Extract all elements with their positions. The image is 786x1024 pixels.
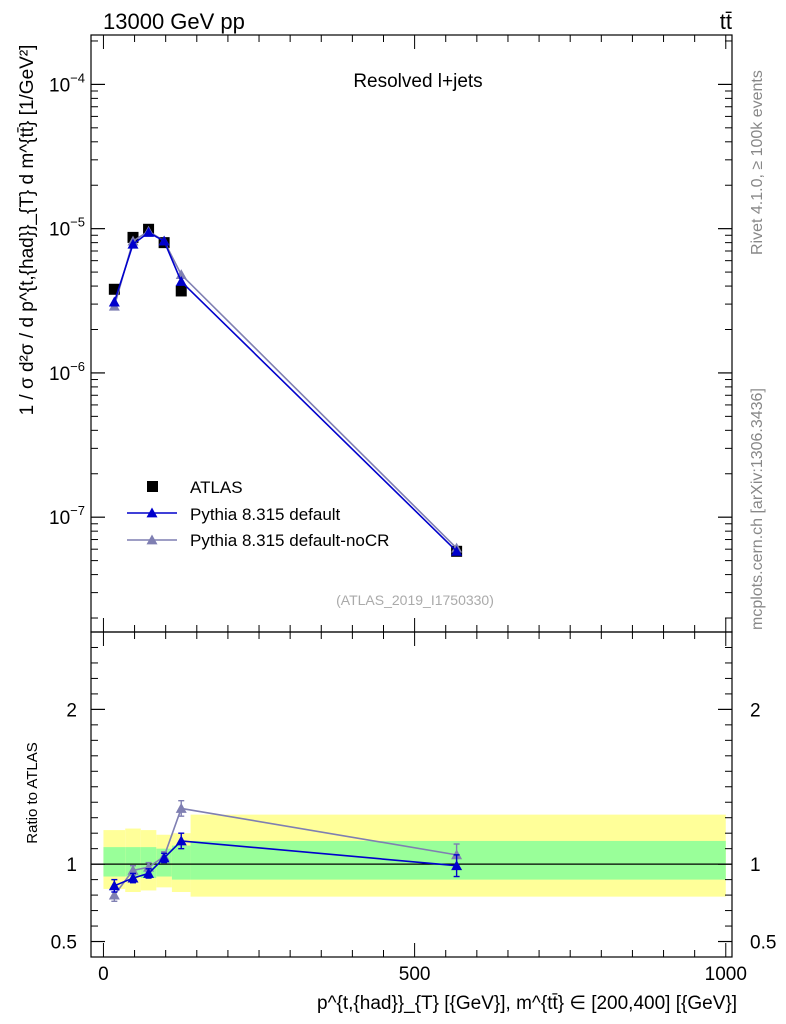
legend-atlas-marker xyxy=(147,481,158,492)
chart-title: Resolved l+jets xyxy=(353,71,482,92)
ratio-default-marker xyxy=(108,880,120,891)
ratio-y-tick-label: 2 xyxy=(66,700,77,721)
ratio-axis-ticks: 0.5 0.5 1 1 2 2 0 500 1000 xyxy=(51,632,776,985)
ratio-nocr-marker xyxy=(175,802,187,813)
legend-default-label: Pythia 8.315 default xyxy=(190,505,341,524)
ratio-y-tick-label-right: 0.5 xyxy=(750,933,776,954)
main-series-group xyxy=(108,223,463,557)
y-axis-label: 1 / σ d²σ / d p^{t,{had}}_{T} d m^{tt̄} … xyxy=(17,45,38,416)
ratio-panel-frame xyxy=(90,631,733,958)
main-axis-ticks: 10−4 10−5 10−6 10−7 xyxy=(49,35,732,632)
legend-nocr-marker xyxy=(146,534,158,545)
default-marker xyxy=(143,227,155,237)
legend-nocr-label: Pythia 8.315 default-noCR xyxy=(190,531,389,550)
ratio-default-marker xyxy=(127,872,139,883)
ratio-y-axis-label: Ratio to ATLAS xyxy=(24,742,41,843)
ratio-nocr-marker xyxy=(108,889,120,900)
default-marker xyxy=(451,545,463,556)
main-panel: 10−4 10−5 10−6 10−7 Resolved l+jets (ATLAS_… xyxy=(17,34,733,633)
atlas-data-point xyxy=(108,283,120,295)
default-marker xyxy=(158,235,170,246)
ratio-default-marker xyxy=(175,835,187,846)
ratio-nocr-marker xyxy=(127,864,139,875)
y-tick-label: 10−4 xyxy=(49,70,85,96)
default-line xyxy=(113,231,458,552)
atlas-data-point xyxy=(175,285,187,297)
analysis-tag: (ATLAS_2019_I1750330) xyxy=(336,592,494,608)
default-marker xyxy=(175,276,187,286)
x-tick-label: 500 xyxy=(399,964,431,985)
legend: ATLAS Pythia 8.315 default Pythia 8.315 de… xyxy=(127,478,389,550)
ratio-y-tick-label-right: 2 xyxy=(750,700,761,721)
ratio-panel: 0.5 0.5 1 1 2 2 0 500 1000 Ratio to ATLAS p^{t,{… xyxy=(24,631,776,1014)
default-marker xyxy=(127,238,139,249)
x-tick-label: 1000 xyxy=(705,964,747,985)
mcplots-label: mcplots.cern.ch [arXiv:1306.3436] xyxy=(749,388,766,630)
x-tick-label: 0 xyxy=(98,964,109,985)
ratio-y-tick-label: 0.5 xyxy=(51,933,77,954)
default-marker xyxy=(108,296,120,307)
y-tick-label: 10−7 xyxy=(49,503,85,529)
legend-default-marker xyxy=(146,507,158,518)
legend-atlas-label: ATLAS xyxy=(190,478,243,497)
ratio-y-tick-label: 1 xyxy=(66,855,77,876)
uncertainty-bands xyxy=(91,814,732,897)
ratio-default-marker xyxy=(451,860,463,871)
ratio-default-marker xyxy=(158,852,170,863)
stat-uncertainty-band xyxy=(103,847,126,877)
process-label: tt̄ xyxy=(720,9,732,34)
x-axis-label: p^{t,{had}}_{T} [{GeV}], m^{tt̄} ∈ [200,… xyxy=(317,993,737,1014)
y-tick-label: 10−5 xyxy=(49,215,85,241)
ratio-y-tick-label-right: 1 xyxy=(750,855,761,876)
ratio-default-marker xyxy=(143,867,155,878)
stat-uncertainty-band xyxy=(171,845,191,880)
main-panel-frame xyxy=(90,34,733,633)
rivet-version-label: Rivet 4.1.0, ≥ 100k events xyxy=(749,70,766,255)
stat-uncertainty-band xyxy=(190,840,726,880)
ratio-series-group xyxy=(108,799,463,902)
y-tick-label: 10−6 xyxy=(49,359,85,385)
energy-label: 13000 GeV pp xyxy=(103,9,245,34)
